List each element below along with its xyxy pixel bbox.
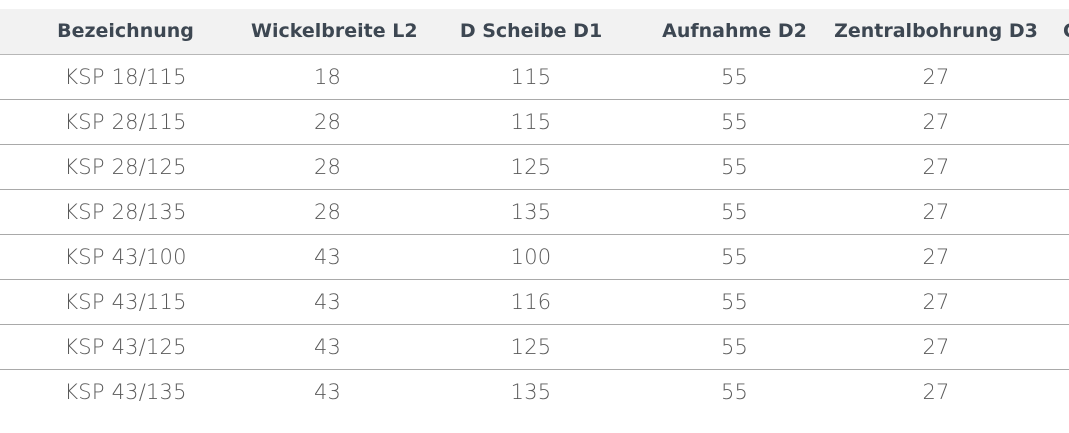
header-d-scheibe[interactable]: D Scheibe D1 bbox=[404, 9, 658, 55]
header-aufnahme[interactable]: Aufnahme D2 bbox=[658, 9, 811, 55]
cell-truncated bbox=[1061, 144, 1069, 190]
cell-zentralbohrung: 27 bbox=[811, 144, 1061, 190]
cell-bezeichnung: KSP 18/115 bbox=[0, 54, 251, 100]
cell-d-scheibe: 100 bbox=[404, 234, 658, 280]
header-bezeichnung[interactable]: Bezeichnung bbox=[0, 9, 251, 55]
cell-truncated bbox=[1061, 54, 1069, 100]
cell-zentralbohrung: 27 bbox=[811, 234, 1061, 280]
cell-aufnahme: 55 bbox=[658, 279, 811, 325]
cell-truncated bbox=[1061, 369, 1069, 414]
cell-aufnahme: 55 bbox=[658, 234, 811, 280]
cell-aufnahme: 55 bbox=[658, 99, 811, 145]
cell-wickelbreite: 28 bbox=[251, 189, 404, 235]
cell-zentralbohrung: 27 bbox=[811, 189, 1061, 235]
cell-wickelbreite: 43 bbox=[251, 279, 404, 325]
header-truncated-column[interactable]: G bbox=[1061, 9, 1069, 55]
cell-zentralbohrung: 27 bbox=[811, 99, 1061, 145]
table-row: KSP 28/135 28 135 55 27 bbox=[0, 189, 1069, 235]
cell-d-scheibe: 135 bbox=[404, 189, 658, 235]
cell-bezeichnung: KSP 43/115 bbox=[0, 279, 251, 325]
cell-wickelbreite: 43 bbox=[251, 324, 404, 370]
cell-truncated bbox=[1061, 99, 1069, 145]
cell-wickelbreite: 28 bbox=[251, 99, 404, 145]
cell-zentralbohrung: 27 bbox=[811, 324, 1061, 370]
table-row: KSP 18/115 18 115 55 27 bbox=[0, 54, 1069, 100]
cell-d-scheibe: 115 bbox=[404, 54, 658, 100]
cell-aufnahme: 55 bbox=[658, 54, 811, 100]
cell-bezeichnung: KSP 28/125 bbox=[0, 144, 251, 190]
table-row: KSP 28/115 28 115 55 27 bbox=[0, 99, 1069, 145]
product-table-container: Bezeichnung Wickelbreite L2 D Scheibe D1… bbox=[0, 9, 1069, 414]
cell-aufnahme: 55 bbox=[720, 379, 749, 404]
cell-d-scheibe: 125 bbox=[404, 144, 658, 190]
cell-bezeichnung: KSP 28/115 bbox=[0, 99, 251, 145]
cell-truncated bbox=[1061, 189, 1069, 235]
cell-zentralbohrung: 27 bbox=[922, 379, 950, 404]
cell-bezeichnung: KSP 28/135 bbox=[0, 189, 251, 235]
cell-wickelbreite: 18 bbox=[251, 54, 404, 100]
cell-bezeichnung: KSP 43/100 bbox=[0, 234, 251, 280]
table-row: KSP 43/115 43 116 55 27 bbox=[0, 279, 1069, 325]
cell-d-scheibe: 125 bbox=[404, 324, 658, 370]
cell-bezeichnung: KSP 43/125 bbox=[0, 324, 251, 370]
cell-bezeichnung: KSP 43/135 bbox=[64, 379, 187, 404]
cell-truncated bbox=[1061, 324, 1069, 370]
cell-d-scheibe: 115 bbox=[404, 99, 658, 145]
cell-aufnahme: 55 bbox=[658, 189, 811, 235]
cell-truncated bbox=[1061, 234, 1069, 280]
cell-wickelbreite: 28 bbox=[251, 144, 404, 190]
header-row: Bezeichnung Wickelbreite L2 D Scheibe D1… bbox=[0, 9, 1069, 55]
table-row: KSP 43/135 43 135 55 27 bbox=[0, 369, 1069, 414]
cell-zentralbohrung: 27 bbox=[811, 54, 1061, 100]
table-row: KSP 43/100 43 100 55 27 bbox=[0, 234, 1069, 280]
product-specs-table: Bezeichnung Wickelbreite L2 D Scheibe D1… bbox=[0, 9, 1069, 414]
header-wickelbreite[interactable]: Wickelbreite L2 bbox=[251, 9, 418, 55]
table-body: KSP 18/115 18 115 55 27 KSP 28/115 28 11… bbox=[0, 54, 1069, 414]
cell-d-scheibe: 135 bbox=[510, 379, 552, 404]
cell-truncated bbox=[1061, 279, 1069, 325]
table-row: KSP 43/125 43 125 55 27 bbox=[0, 324, 1069, 370]
cell-aufnahme: 55 bbox=[658, 324, 811, 370]
header-zentralbohrung[interactable]: Zentralbohrung D3 bbox=[811, 9, 1061, 55]
cell-d-scheibe: 116 bbox=[404, 279, 658, 325]
cell-zentralbohrung: 27 bbox=[811, 279, 1061, 325]
table-row: KSP 28/125 28 125 55 27 bbox=[0, 144, 1069, 190]
cell-wickelbreite: 43 bbox=[251, 234, 404, 280]
cell-wickelbreite: 43 bbox=[313, 379, 342, 404]
cell-aufnahme: 55 bbox=[658, 144, 811, 190]
table-header: Bezeichnung Wickelbreite L2 D Scheibe D1… bbox=[0, 9, 1069, 55]
